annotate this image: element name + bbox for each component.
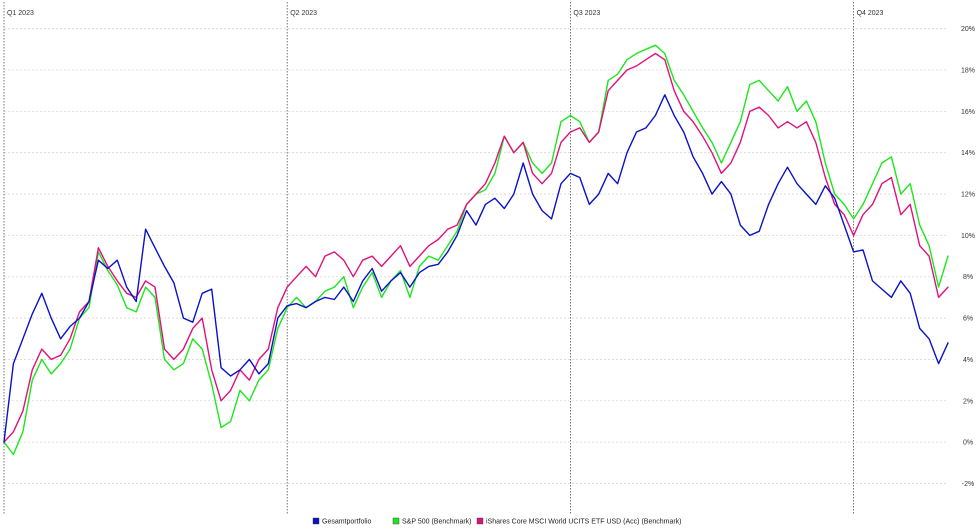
grid-layer	[4, 28, 948, 484]
quarter-label: Q3 2023	[573, 10, 600, 17]
quarter-label: Q1 2023	[7, 10, 34, 17]
legend-item[interactable]: Gesamtportfolio	[312, 517, 372, 526]
legend-label: S&P 500 (Benchmark)	[402, 519, 472, 526]
y-tick-label: 0%	[963, 440, 973, 447]
y-tick-label: 14%	[961, 150, 975, 157]
y-tick-label: 2%	[963, 398, 973, 405]
legend-label: Gesamtportfolio	[322, 519, 372, 526]
series-lines	[3, 44, 949, 456]
y-axis: -2% 0% 2% 4% 6% 8% 10% 12% 14% 16% 18% 20%	[961, 26, 975, 488]
legend[interactable]: Gesamtportfolio S&P 500 (Benchmark) iShare…	[312, 517, 682, 526]
quarter-dividers: Q1 2023 Q2 2023 Q3 2023 Q4 2023	[3, 2, 884, 514]
y-tick-label: 18%	[961, 68, 975, 75]
legend-label: iShares Core MSCI World UCITS ETF USD (A…	[486, 519, 682, 526]
y-tick-label: 10%	[961, 233, 975, 240]
y-tick-label: 4%	[963, 357, 973, 364]
legend-swatch	[392, 517, 400, 525]
y-tick-label: 8%	[963, 274, 973, 281]
quarter-label: Q2 2023	[290, 10, 317, 17]
quarter-label: Q4 2023	[857, 10, 884, 17]
y-tick-label: 16%	[961, 109, 975, 116]
series-line-1	[3, 44, 949, 456]
legend-item[interactable]: iShares Core MSCI World UCITS ETF USD (A…	[476, 517, 682, 526]
y-tick-label: 12%	[961, 192, 975, 199]
y-tick-label: -2%	[962, 481, 974, 488]
series-line-0	[3, 94, 949, 443]
y-tick-label: 6%	[963, 316, 973, 323]
y-tick-label: 20%	[961, 26, 975, 33]
legend-swatch	[312, 517, 320, 525]
legend-swatch	[476, 517, 484, 525]
series-line-2	[3, 52, 949, 443]
legend-item[interactable]: S&P 500 (Benchmark)	[392, 517, 472, 526]
